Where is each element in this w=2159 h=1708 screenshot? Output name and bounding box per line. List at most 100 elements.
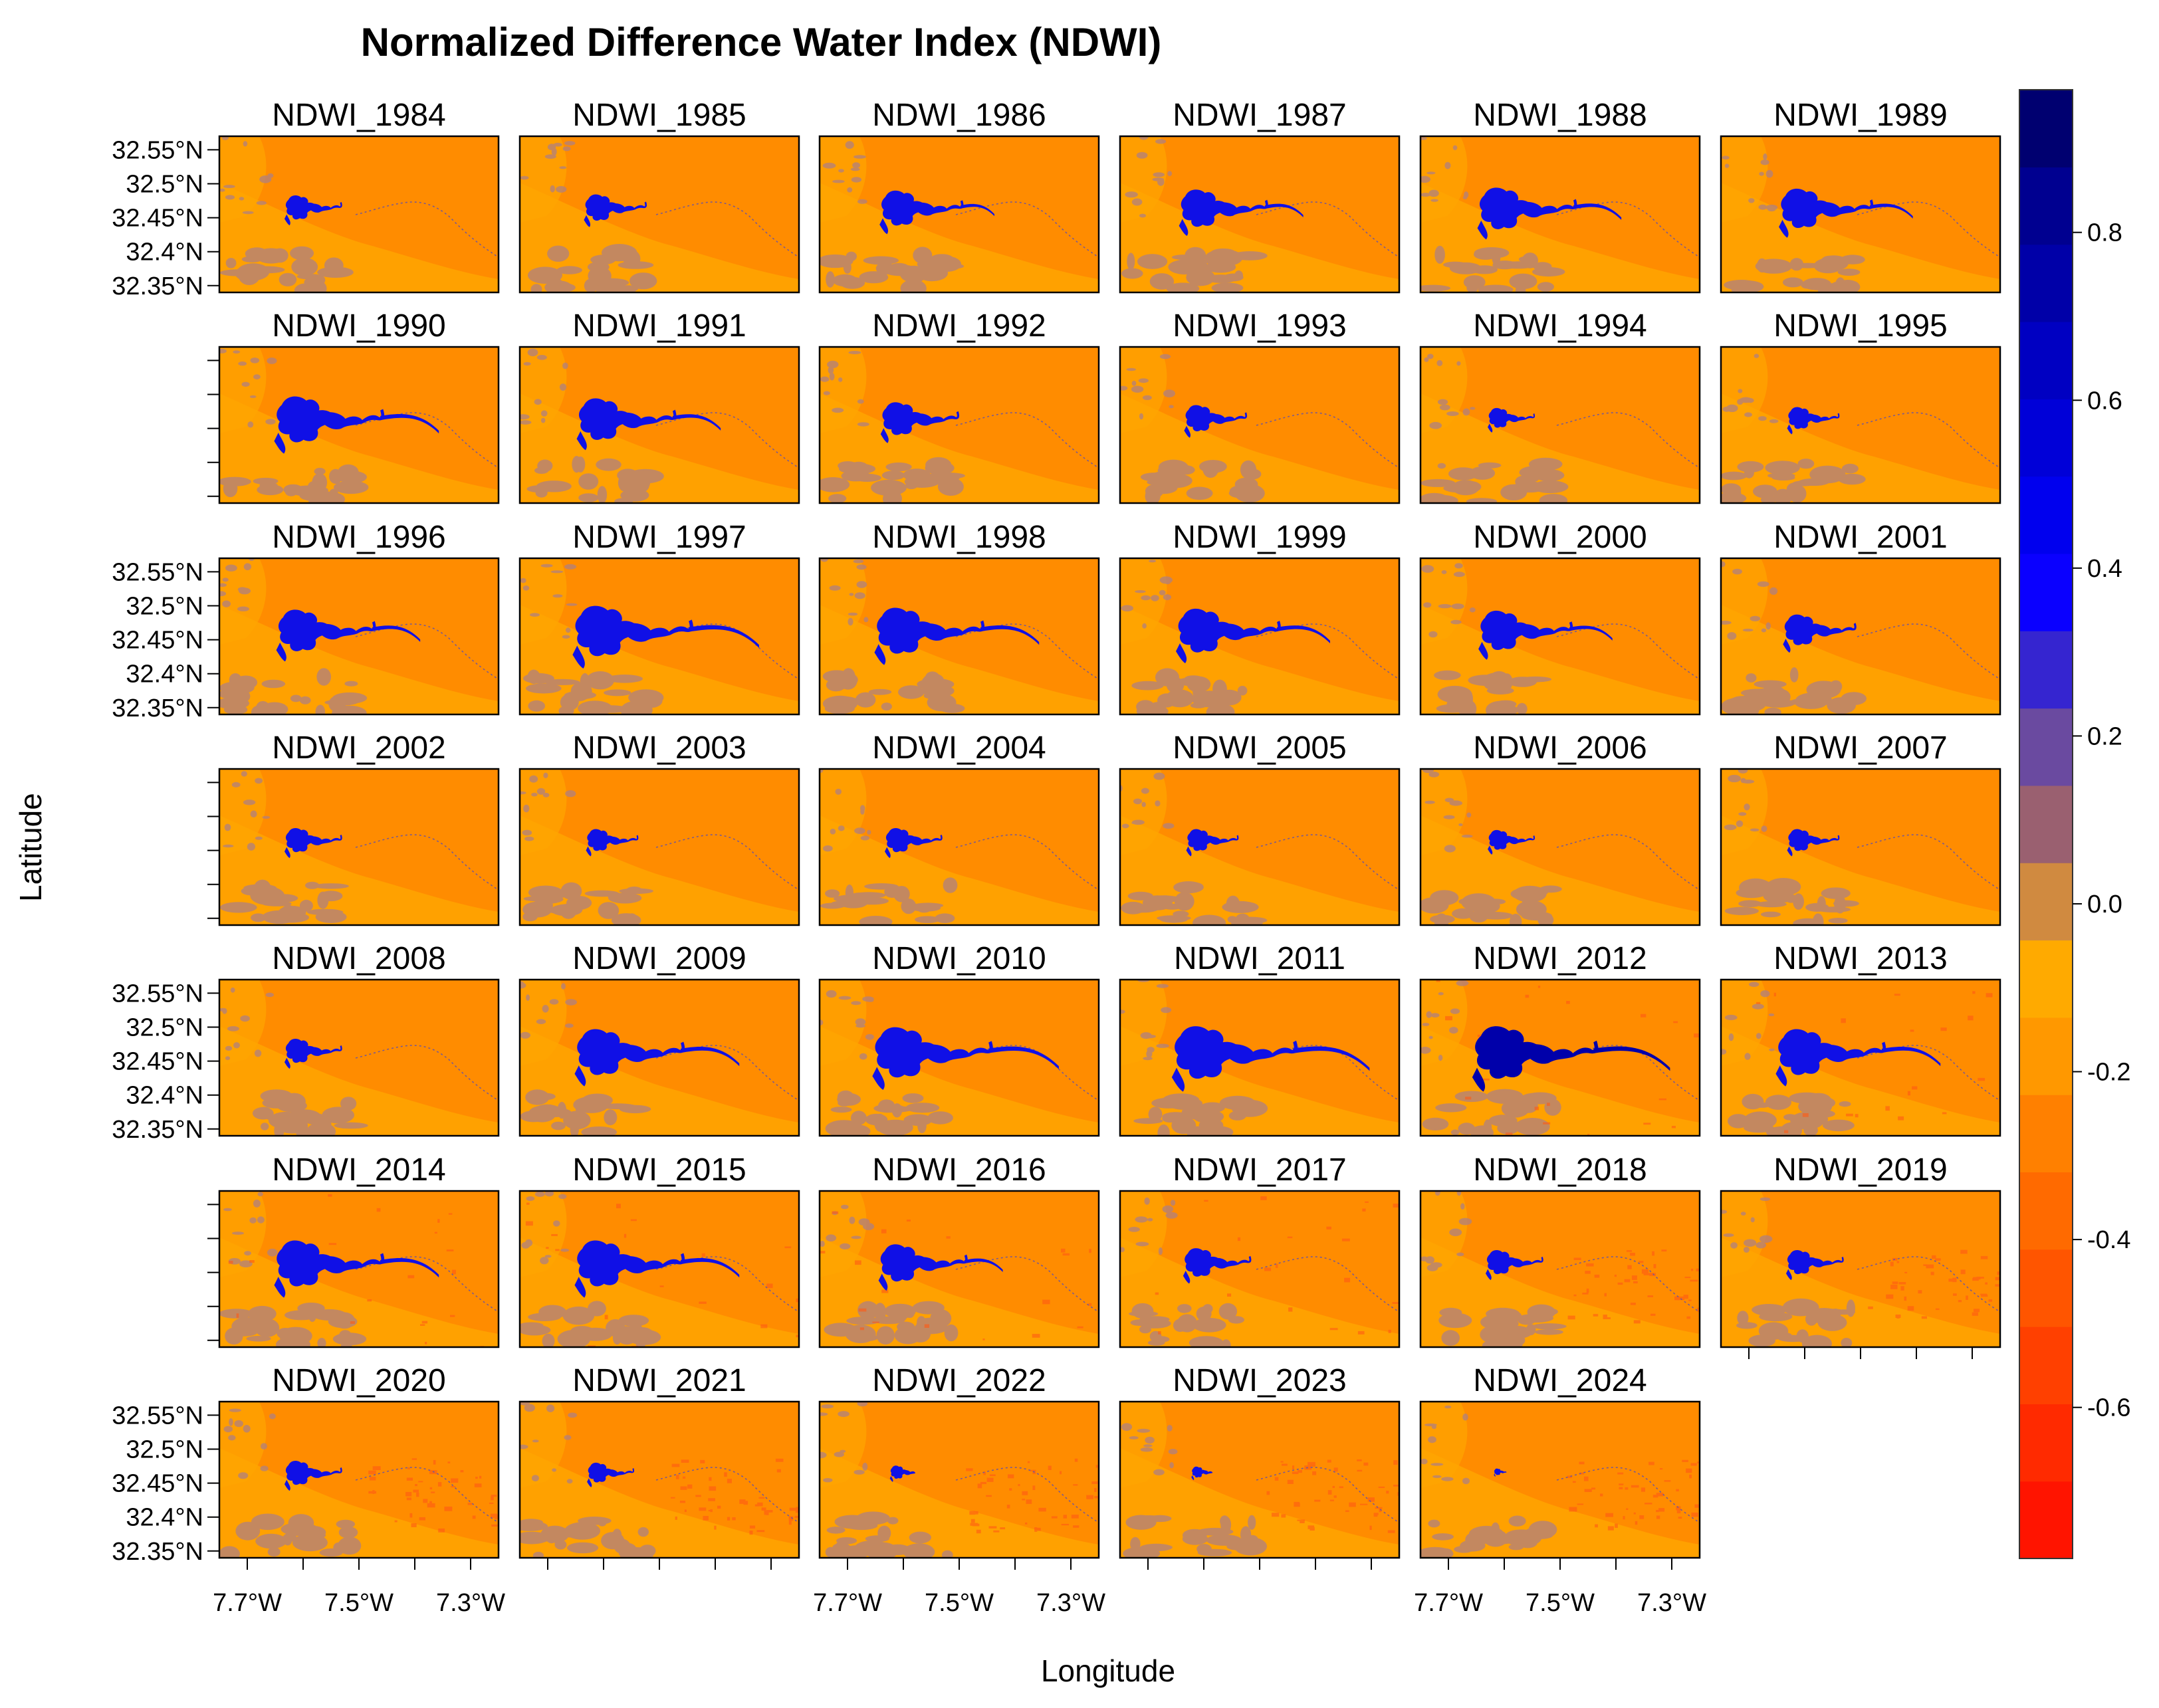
dry-area [219,348,369,503]
dry-area [1120,980,1268,1136]
land-zone [1120,769,1167,855]
y-tick-label: 32.35°N [112,1116,203,1144]
ndwi-panel: NDWI_2007 [1720,730,2001,926]
dry-area [520,1402,656,1558]
reservoir-water [284,1039,342,1069]
panel-title: NDWI_1987 [1173,98,1346,133]
colorbar-tick-label: 0.2 [2087,722,2122,750]
y-tick-label: 32.35°N [112,694,203,722]
panel-title: NDWI_2017 [1173,1152,1346,1188]
panel-title: NDWI_2011 [1174,941,1345,976]
ndwi-panel: NDWI_2014 [207,1152,500,1348]
low-ndwi-area [820,1211,1099,1340]
panel-title: NDWI_1985 [572,98,746,133]
land-zone [1721,136,1768,223]
ndwi-panel: NDWI_2020 32.55°N 32.5°N 32.45°N 32.4°N 32.35… [112,1363,505,1617]
land-zone [1721,1026,2000,1136]
panel-frame [1119,978,1401,1137]
low-ndwi-area [1756,991,1993,1134]
panel-title: NDWI_2000 [1473,520,1647,555]
land-zone [520,347,567,433]
colorbar-segment [2019,167,2073,245]
panel-frame [1419,346,1701,504]
reservoir-water [1477,187,1622,240]
y-axis-label: Latitude [13,793,48,902]
land-zone [1721,1191,1768,1277]
dry-area [1121,560,1248,714]
x-axis-label: Longitude [1041,1654,1175,1688]
panel-frame [1419,557,1701,716]
dry-area [1420,1191,1567,1347]
ndwi-panel: NDWI_2003 [518,730,800,926]
panel-title: NDWI_2018 [1473,1152,1647,1188]
panel-title: NDWI_2008 [272,941,445,976]
y-tick-label: 32.55°N [112,136,203,164]
colorbar-segment [2019,321,2073,399]
reservoir-water [1785,1250,1844,1281]
ndwi-panel: NDWI_2015 [518,1152,800,1348]
panel-title: NDWI_2004 [872,730,1046,766]
x-tick-label: 7.3°W [1036,1589,1105,1617]
dry-area [1420,980,1561,1136]
reservoir-water [576,398,721,451]
y-tick-label: 32.55°N [112,558,203,586]
reservoir-water [1488,407,1535,433]
reservoir-water [874,607,1040,665]
y-tick-label: 32.5°N [126,593,203,621]
panel-frame [1119,346,1401,504]
land-zone [1120,1191,1167,1277]
reservoir-water [1775,1029,1941,1087]
low-ndwi-area [966,1458,1099,1534]
panel-title: NDWI_2005 [1173,730,1346,766]
land-zone [1420,1026,1700,1136]
panel-title: NDWI_1994 [1473,308,1647,344]
ndwi-panel: NDWI_1988 [1419,98,1701,294]
panel-title: NDWI_1997 [572,520,746,555]
low-ndwi-area [1567,1459,1700,1531]
y-tick-label: 32.5°N [126,171,203,199]
reservoir-water [1787,829,1840,857]
reservoir-water [1787,407,1840,435]
dry-area [1121,1423,1267,1558]
dry-area [820,351,965,503]
panel-title: NDWI_2001 [1773,520,1947,555]
land-zone [520,1402,567,1488]
panel-frame [518,978,800,1137]
x-tick-label: 7.7°W [813,1589,882,1617]
land-zone [219,980,267,1066]
panel-frame [818,768,1100,926]
reservoir-water [1183,1248,1252,1284]
dry-area [1724,769,1859,925]
dry-area [1421,563,1551,714]
panel-frame [818,1190,1100,1348]
panel-title: NDWI_2019 [1773,1152,1947,1188]
ndwi-panel: NDWI_1991 [518,308,800,504]
panel-frame [218,135,500,294]
panel-frame [1419,135,1701,294]
panel-title: NDWI_2007 [1773,730,1947,766]
low-ndwi-area [671,1458,799,1535]
dry-area [1721,982,1855,1136]
panel-frame [518,557,800,716]
land-zone [820,1402,867,1488]
land-zone [219,1237,499,1347]
ndwi-panel: NDWI_2019 [1720,1152,2001,1359]
colorbar-segment [2019,863,2073,941]
ndwi-panel: NDWI_2016 [818,1152,1100,1348]
x-tick-label: 7.5°W [925,1589,994,1617]
land-zone [1420,1402,1468,1488]
panel-frame [218,557,500,716]
dry-area [520,772,653,925]
panel-title: NDWI_2016 [872,1152,1046,1188]
ndwi-panel: NDWI_1984 32.55°N 32.5°N 32.45°N 32.4°N 32.35… [112,98,500,300]
colorbar-segment [2019,244,2073,322]
dry-area [1722,153,1865,292]
panel-frame [518,768,800,926]
panel-title: NDWI_1998 [872,520,1046,555]
colorbar-frame [2019,89,2073,1559]
colorbar-segment [2019,476,2073,554]
panel-title: NDWI_1984 [272,98,445,133]
ndwi-panel: NDWI_2024 7.7°W 7.5°W 7.3°W [1414,1363,1706,1617]
dry-area [820,558,965,714]
colorbar-segment [2019,1249,2073,1327]
